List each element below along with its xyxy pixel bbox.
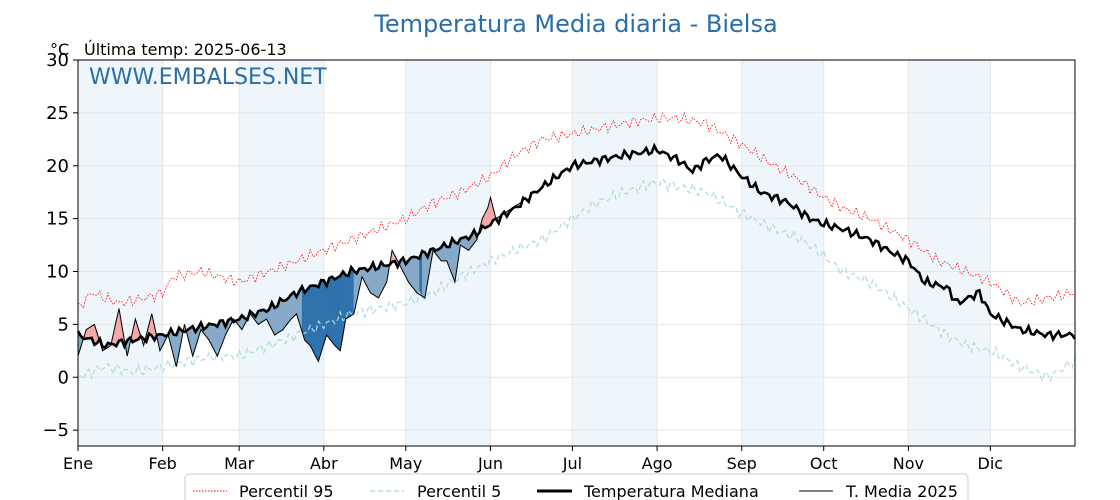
y-tick-label: 15 bbox=[46, 209, 69, 230]
fill-below-median bbox=[312, 285, 316, 357]
watermark: WWW.EMBALSES.NET bbox=[89, 65, 327, 90]
y-tick-label: 25 bbox=[46, 103, 69, 124]
legend-label-p5: Percentil 5 bbox=[417, 482, 501, 500]
unit-label: °C bbox=[50, 40, 69, 59]
month-band bbox=[908, 60, 991, 446]
fill-below-median bbox=[315, 285, 319, 362]
series-line-temperatura-mediana bbox=[76, 142, 1077, 350]
y-tick-label: 0 bbox=[58, 367, 69, 388]
x-tick-label: Nov bbox=[893, 454, 924, 473]
fill-below-median bbox=[411, 256, 415, 290]
fill-below-median bbox=[422, 250, 426, 299]
fill-below-median bbox=[413, 256, 417, 294]
y-tick-label: −5 bbox=[42, 420, 69, 441]
fill-below-median bbox=[329, 276, 333, 343]
series-line-percentil-95 bbox=[77, 111, 1076, 310]
x-tick-label: Sep bbox=[727, 454, 757, 473]
fill-below-median bbox=[279, 298, 284, 332]
month-band bbox=[572, 60, 658, 446]
legend: Percentil 95 Percentil 5 Temperatura Med… bbox=[184, 473, 969, 500]
fill-below-median bbox=[375, 268, 379, 299]
fill-below-median bbox=[416, 257, 420, 295]
x-tick-label: Mar bbox=[224, 454, 255, 473]
fill-below-median bbox=[351, 266, 355, 316]
x-tick-label: Ene bbox=[63, 454, 93, 473]
y-axis-ticks: −5 0 5 10 15 20 25 30 bbox=[42, 50, 78, 441]
fill-below-median bbox=[285, 297, 289, 327]
fill-below-median bbox=[334, 277, 338, 349]
fill-below-median bbox=[310, 285, 314, 351]
x-tick-label: Jun bbox=[477, 454, 503, 473]
series-line-t-media-2025 bbox=[77, 195, 527, 367]
legend-label-median: Temperatura Mediana bbox=[583, 482, 759, 500]
fill-below-median bbox=[320, 279, 324, 353]
series-lines bbox=[76, 111, 1077, 383]
y-tick-label: 20 bbox=[46, 156, 69, 177]
legend-box bbox=[184, 473, 969, 500]
fill-below-median bbox=[331, 276, 335, 346]
legend-label-p95: Percentil 95 bbox=[239, 482, 334, 500]
x-tick-label: Oct bbox=[810, 454, 838, 473]
y-tick-label: 5 bbox=[58, 314, 69, 335]
y-tick-label: 30 bbox=[46, 50, 69, 71]
last-temp-label: Última temp: 2025-06-13 bbox=[84, 40, 287, 59]
month-band bbox=[239, 60, 324, 446]
fill-below-median bbox=[282, 300, 286, 331]
month-bands bbox=[78, 60, 991, 446]
month-band bbox=[78, 60, 163, 446]
fill-below-median bbox=[323, 280, 327, 344]
x-axis-ticks: Ene Feb Mar Abr May Jun Jul Ago Sep Oct Nov Dic bbox=[63, 446, 1003, 473]
chart-title: Temperatura Media diaria - Bielsa bbox=[373, 10, 777, 38]
x-tick-label: Abr bbox=[310, 454, 338, 473]
series-line-percentil-5 bbox=[77, 178, 1076, 383]
fill-below-median bbox=[274, 306, 278, 336]
x-tick-label: May bbox=[389, 454, 422, 473]
x-tick-label: Ago bbox=[642, 454, 673, 473]
plot-frame bbox=[77, 59, 1076, 447]
x-tick-label: Jul bbox=[562, 454, 582, 473]
fill-below-median bbox=[307, 285, 311, 346]
y-tick-label: 10 bbox=[46, 262, 69, 283]
fill-below-median bbox=[304, 288, 308, 344]
month-band bbox=[741, 60, 824, 446]
x-tick-label: Feb bbox=[149, 454, 177, 473]
legend-label-current: T. Media 2025 bbox=[845, 482, 958, 500]
x-tick-label: Dic bbox=[978, 454, 1004, 473]
